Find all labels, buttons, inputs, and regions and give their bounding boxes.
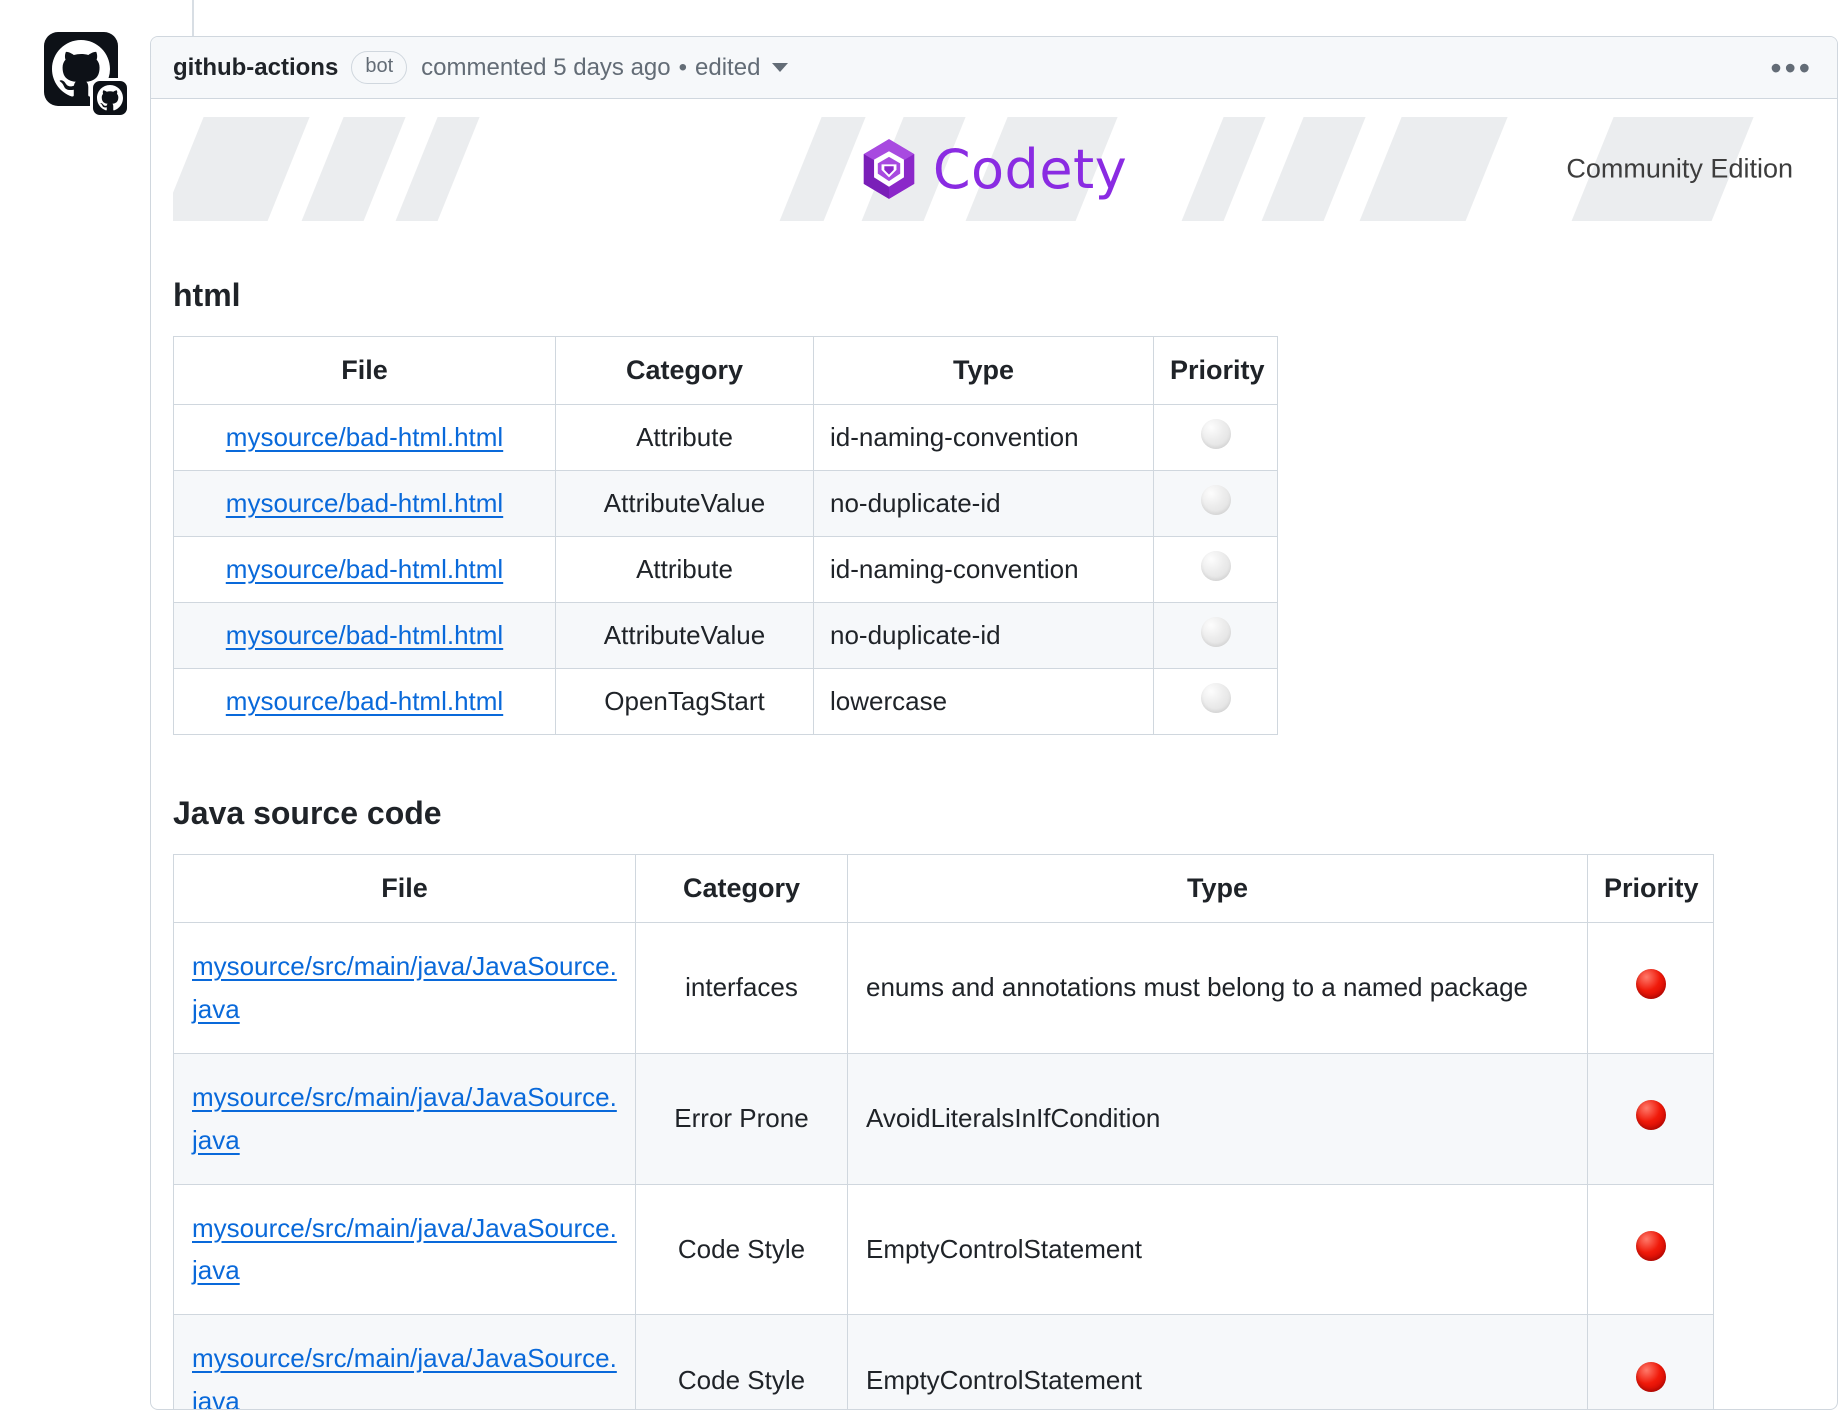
- cell-category: Attribute: [555, 536, 814, 603]
- file-link[interactable]: mysource/src/main/java/JavaSource.java: [192, 1343, 617, 1410]
- table-row: mysource/src/main/java/JavaSource.java C…: [173, 1314, 1714, 1410]
- cell-category: Error Prone: [635, 1052, 848, 1185]
- brand-lockup: Codety: [861, 138, 1127, 201]
- cell-type: id-naming-convention: [813, 404, 1154, 471]
- cell-type: AvoidLiteralsInIfCondition: [847, 1052, 1588, 1185]
- section-title-html: html: [173, 277, 241, 313]
- cell-category: Attribute: [555, 404, 814, 471]
- column-header-category: Category: [555, 336, 814, 405]
- bot-badge: bot: [351, 51, 408, 84]
- priority-low-icon: [1200, 485, 1231, 515]
- cell-type: no-duplicate-id: [813, 470, 1154, 537]
- priority-low-icon: [1200, 683, 1231, 713]
- cell-priority: [1153, 668, 1278, 735]
- more-options-icon[interactable]: •••: [1770, 49, 1813, 86]
- cell-category: Code Style: [635, 1183, 848, 1316]
- meta-separator: •: [678, 53, 688, 81]
- cell-priority: [1587, 922, 1714, 1054]
- table-row: mysource/src/main/java/JavaSource.java E…: [173, 1052, 1714, 1185]
- table-row: mysource/src/main/java/JavaSource.java i…: [173, 922, 1714, 1054]
- column-header-priority: Priority: [1153, 336, 1278, 405]
- table-header-row: File Category Type Priority: [173, 854, 1714, 923]
- cell-type: enums and annotations must belong to a n…: [847, 922, 1588, 1054]
- table-row: mysource/bad-html.html Attribute id-nami…: [173, 404, 1278, 471]
- findings-table-java: File Category Type Priority mysource/src…: [173, 854, 1714, 1410]
- cell-priority: [1153, 536, 1278, 603]
- cell-category: Code Style: [635, 1314, 848, 1409]
- chevron-down-icon[interactable]: [772, 63, 789, 72]
- cell-category: OpenTagStart: [555, 668, 814, 735]
- priority-high-icon: [1635, 1230, 1666, 1261]
- section-title-java: Java source code: [173, 795, 442, 831]
- table-header-row: File Category Type Priority: [173, 336, 1278, 405]
- codety-banner: Codety Community Edition: [173, 117, 1815, 221]
- cell-type: EmptyControlStatement: [847, 1314, 1588, 1409]
- findings-table-html: File Category Type Priority mysource/bad…: [173, 336, 1278, 735]
- table-row: mysource/bad-html.html AttributeValue no…: [173, 470, 1278, 537]
- column-header-priority: Priority: [1587, 854, 1714, 923]
- column-header-file: File: [173, 854, 636, 923]
- table-row: mysource/src/main/java/JavaSource.java C…: [173, 1183, 1714, 1316]
- cell-priority: [1153, 404, 1278, 471]
- edition-label: Community Edition: [1566, 153, 1793, 184]
- file-link[interactable]: mysource/src/main/java/JavaSource.java: [192, 951, 617, 1024]
- cell-type: lowercase: [813, 668, 1154, 735]
- edited-label[interactable]: edited: [695, 53, 761, 81]
- priority-high-icon: [1635, 1100, 1666, 1131]
- cell-priority: [1587, 1183, 1714, 1316]
- file-link[interactable]: mysource/bad-html.html: [225, 554, 504, 584]
- file-link[interactable]: mysource/bad-html.html: [225, 422, 504, 452]
- column-header-file: File: [173, 336, 556, 405]
- file-link[interactable]: mysource/bad-html.html: [225, 620, 504, 650]
- column-header-type: Type: [847, 854, 1588, 923]
- column-header-type: Type: [813, 336, 1154, 405]
- table-row: mysource/bad-html.html OpenTagStart lowe…: [173, 668, 1278, 735]
- cell-category: interfaces: [635, 922, 848, 1054]
- avatar[interactable]: [44, 32, 130, 118]
- table-row: mysource/bad-html.html AttributeValue no…: [173, 602, 1278, 669]
- file-link[interactable]: mysource/bad-html.html: [225, 488, 504, 518]
- comment-timestamp: commented 5 days ago: [421, 53, 671, 81]
- cell-priority: [1587, 1052, 1714, 1185]
- cell-priority: [1153, 602, 1278, 669]
- file-link[interactable]: mysource/src/main/java/JavaSource.java: [192, 1212, 617, 1286]
- cell-type: id-naming-convention: [813, 536, 1154, 603]
- cell-type: EmptyControlStatement: [847, 1183, 1588, 1316]
- github-bot-badge-icon: [90, 78, 130, 118]
- codety-hexagon-logo-icon: [863, 139, 915, 199]
- comment-header: github-actions bot commented 5 days ago …: [151, 37, 1837, 99]
- brand-name: Codety: [932, 137, 1128, 201]
- priority-high-icon: [1635, 1361, 1666, 1392]
- priority-low-icon: [1200, 551, 1231, 581]
- comment-container: github-actions bot commented 5 days ago …: [150, 36, 1838, 1410]
- priority-high-icon: [1635, 969, 1666, 1000]
- priority-low-icon: [1200, 617, 1231, 647]
- cell-priority: [1587, 1314, 1714, 1409]
- file-link[interactable]: mysource/src/main/java/JavaSource.java: [192, 1081, 617, 1155]
- table-row: mysource/bad-html.html Attribute id-nami…: [173, 536, 1278, 603]
- priority-low-icon: [1200, 419, 1231, 449]
- cell-category: AttributeValue: [555, 470, 814, 537]
- file-link[interactable]: mysource/bad-html.html: [225, 686, 504, 716]
- comment-author[interactable]: github-actions: [173, 53, 339, 81]
- cell-type: no-duplicate-id: [813, 602, 1154, 669]
- cell-priority: [1153, 470, 1278, 537]
- column-header-category: Category: [635, 854, 848, 923]
- cell-category: AttributeValue: [555, 602, 814, 669]
- comment-body: Codety Community Edition html File Categ…: [151, 117, 1837, 1410]
